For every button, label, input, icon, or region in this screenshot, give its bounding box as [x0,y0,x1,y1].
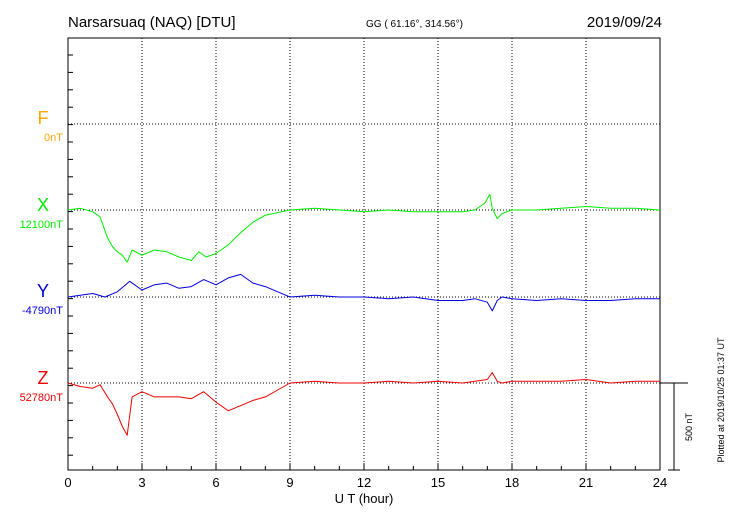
series-line-x [67,193,661,263]
component-label-x: X [37,195,49,215]
series-line-z [67,372,660,436]
x-tick-label: 0 [64,475,71,490]
x-tick-label: 6 [212,475,219,490]
series-group [67,193,661,436]
x-tick-label: 21 [579,475,593,490]
x-axis-title: U T (hour) [335,491,394,506]
x-tick-label: 24 [653,475,667,490]
grid-lines [68,38,660,470]
component-label-z: Z [38,368,49,388]
x-tick-label: 12 [357,475,371,490]
scale-bar-label: 500 nT [684,412,694,441]
station-title: Narsarsuaq (NAQ) [DTU] [68,14,236,31]
axis-ticks: 0 3 6 9 12 15 18 21 24 [64,54,667,490]
x-tick-label: 9 [286,475,293,490]
x-tick-label: 18 [505,475,519,490]
baseline-label-f: 0nT [44,132,63,144]
station-coordinates: GG ( 61.16°, 314.56°) [366,19,463,30]
component-label-y: Y [37,281,49,301]
baseline-label-y: -4790nT [22,305,63,317]
chart-date: 2019/09/24 [587,14,662,31]
baseline-label-z: 52780nT [20,392,64,404]
x-tick-label: 15 [431,475,445,490]
x-tick-label: 3 [138,475,145,490]
series-line-y [67,273,660,312]
component-label-f: F [38,108,49,128]
baseline-label-x: 12100nT [20,219,64,231]
scale-bar [660,382,688,471]
plotted-timestamp: Plotted at 2019/10/25 01:37 UT [716,337,726,463]
